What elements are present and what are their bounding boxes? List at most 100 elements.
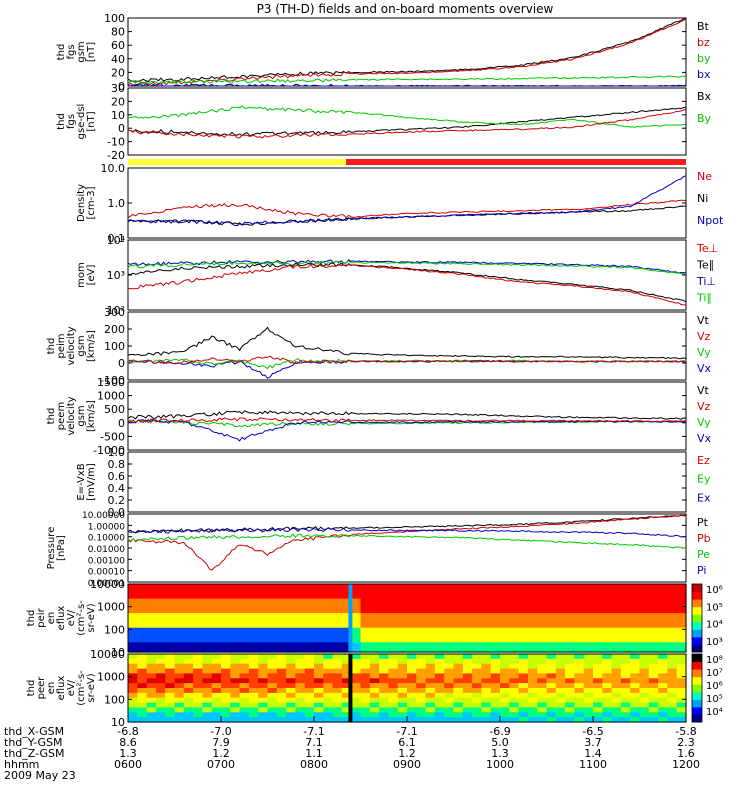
spectrogram-cell [472,647,482,653]
spectrogram-cell [248,632,259,639]
spectrogram-cell [369,593,380,600]
spectrogram-cell [602,702,613,709]
spectrogram-cell [639,663,650,670]
spectrogram-cell [481,717,492,723]
spectrogram-cell [323,627,334,634]
spectrogram-cell [667,637,678,643]
spectrogram-cell [314,707,324,713]
spectrogram-cell [509,608,520,614]
series-line-Vt [127,326,687,360]
spectrogram-cell [537,627,548,634]
y-tick-label: 1.0 [108,197,126,210]
spectrogram-cell [537,584,548,590]
spectrogram-cell [304,697,315,704]
spectrogram-cell [128,712,138,718]
spectrogram-cell [462,584,473,590]
spectrogram-cell [332,673,343,679]
y-tick-label: 1000 [97,671,125,684]
spectrogram-cell [239,717,250,723]
spectrogram-cell [518,627,529,634]
spectrogram-cell [379,707,389,713]
spectrogram-cell [565,593,575,600]
spectrogram-cell [397,717,408,723]
spectrogram-cell [248,678,259,684]
spectrogram-cell [462,668,473,675]
spectrogram-cell [611,647,622,653]
spectrogram-cell [183,673,194,679]
spectrogram-cell [341,598,352,605]
spectrogram-cell [351,608,362,614]
spectrogram-cell [676,608,687,614]
spectrogram-cell [639,673,650,679]
colorbar-swatch [692,621,702,630]
spectrogram-cell [648,683,659,689]
spectrogram-cell [472,598,482,605]
y-tick-label: 0.2 [108,494,126,507]
spectrogram-cell [202,692,213,699]
spectrogram-cell [314,673,324,679]
spectrogram-cell [211,627,222,634]
spectrogram-cell [379,598,389,605]
x-tick-label: 1.1 [305,747,323,760]
spectrogram-cell [546,707,557,713]
spectrogram-cell [146,584,157,590]
spectrogram-cell [360,697,371,704]
y-axis-label: peir [36,607,47,627]
spectrogram-cell [453,654,464,660]
spectrogram-cell [453,584,464,590]
spectrogram-cell [611,642,622,648]
spectrogram-cell [407,702,417,709]
spectrogram-cell [360,584,371,590]
spectrogram-cell [295,603,306,609]
spectrogram-cell [518,642,529,648]
spectrogram-cell [416,588,427,595]
spectrogram-cell [444,584,455,590]
spectrogram-cell [453,673,464,679]
spectrogram-cell [146,668,157,675]
spectrogram-cell [369,654,380,660]
spectrogram-cell [462,663,473,670]
spectrogram-cell [379,697,389,704]
spectrogram-cell [146,618,157,624]
spectrogram-cell [472,668,482,675]
spectrogram-cell [639,584,650,590]
spectrogram-cell [490,712,501,718]
spectrogram-cell [351,688,362,694]
spectrogram-cell [620,717,631,723]
spectrogram-cell [593,603,603,609]
spectrogram-cell [239,697,250,704]
spectrogram-cell [211,593,222,600]
spectrogram-cell [165,702,176,709]
spectrogram-cell [481,673,492,679]
spectrogram-cell [304,642,315,648]
spectrogram-cell [620,663,631,670]
spectrogram-cell [602,647,613,653]
spectrogram-cell [583,627,594,634]
spectrogram-cell [248,707,259,713]
spectrogram-cell [146,654,157,660]
spectrogram-cell [360,692,371,699]
spectrogram-cell [304,588,315,595]
spectrogram-cell [304,637,315,643]
spectrogram-cell [174,663,185,670]
spectrogram-cell [676,588,687,595]
x-tick-label: 1.2 [212,747,230,760]
spectrogram-cell [379,683,389,689]
spectrogram-cell [602,603,613,609]
spectrogram-cell [388,637,399,643]
spectrogram-cell [341,692,352,699]
y-tick-label: 0.10000 [88,534,125,544]
spectrogram-cell [388,647,399,653]
spectrogram-cell [490,622,501,629]
colorbar-swatch [692,636,702,645]
spectrogram-cell [202,618,213,624]
spectrogram-cell [546,654,557,660]
spectrogram-cell [546,584,557,590]
spectrogram-cell [453,613,464,619]
spectrogram-cell [174,673,185,679]
spectrogram-cell [630,658,641,665]
spectrogram-cell [667,668,678,675]
y-axis-label: gsm [76,335,87,356]
spectrogram-cell [602,584,613,590]
spectrogram-cell [128,637,138,643]
